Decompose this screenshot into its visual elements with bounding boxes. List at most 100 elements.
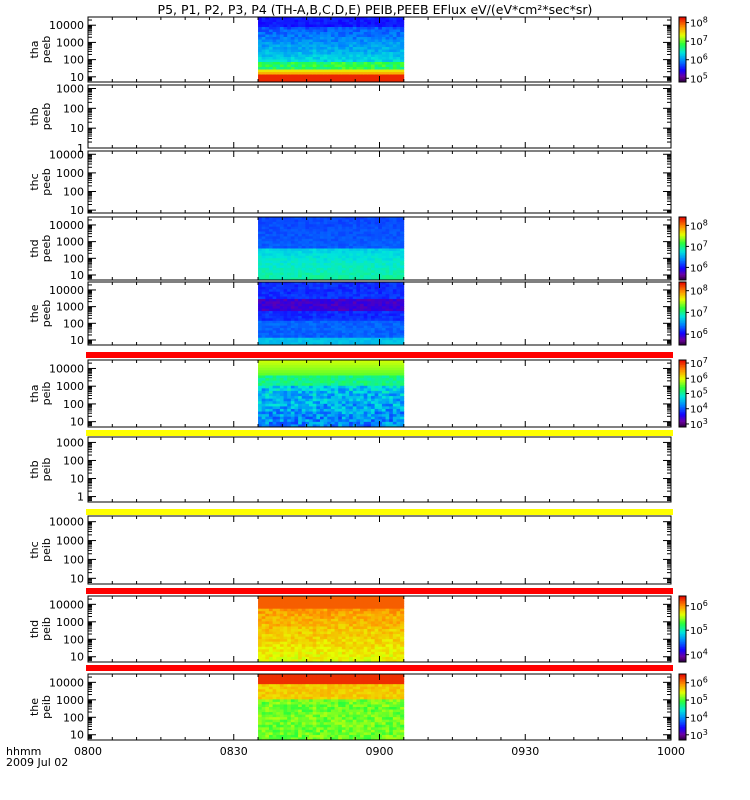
spectrogram-cell (309, 282, 314, 285)
spectrogram-cell (345, 255, 350, 259)
spectrogram-cell (363, 388, 368, 392)
spectrogram-cell (341, 298, 346, 302)
spectrogram-cell (345, 263, 350, 266)
spectrogram-cell (268, 217, 274, 220)
spectrogram-cell (385, 337, 390, 341)
spectrogram-cell (400, 52, 405, 55)
spectrogram-cell (330, 263, 335, 266)
spectrogram-cell (309, 367, 314, 371)
spectrogram-cell (319, 241, 325, 245)
spectrogram-cell (276, 79, 281, 83)
colorbar-cell (679, 223, 686, 226)
spectrogram-cell (323, 221, 328, 225)
colorbar-cell (679, 304, 686, 307)
spectrogram-cell (396, 360, 401, 363)
spectrogram-cell (287, 253, 292, 257)
spectrogram-cell (363, 37, 368, 40)
spectrogram-cell (319, 335, 325, 339)
spectrogram-cell (381, 286, 386, 290)
spectrogram-cell (327, 219, 332, 223)
spectrogram-cell (378, 57, 383, 60)
colorbar-cell (679, 56, 686, 59)
spectrogram-cell (349, 385, 354, 389)
spectrogram-cell (268, 406, 274, 410)
spectrogram-cell (371, 301, 376, 305)
colorbar-cell (679, 18, 686, 21)
spectrogram-cell (294, 385, 299, 389)
spectrogram-cell (319, 226, 325, 230)
spectrogram-cell (396, 296, 401, 300)
spectrogram-cell (349, 253, 354, 257)
spectrogram-cell (352, 328, 357, 331)
spectrogram-cell (305, 231, 310, 235)
spectrogram-cell (319, 340, 325, 343)
spectrogram-cell (327, 69, 332, 73)
spectrogram-cell (356, 54, 361, 58)
spectrogram-cell (261, 77, 266, 80)
spectrogram-cell (265, 296, 270, 300)
spectrogram-cell (316, 64, 321, 68)
spectrogram-cell (349, 424, 354, 428)
spectrogram-cell (356, 52, 361, 55)
spectrogram-cell (301, 406, 306, 410)
spectrogram-cell (381, 301, 386, 305)
spectrogram-cell (298, 229, 303, 232)
spectrogram-cell (396, 72, 401, 75)
spectrogram-cell (381, 255, 386, 259)
spectrogram-cell (360, 54, 365, 58)
spectrogram-cell (349, 52, 354, 55)
spectrogram-cell (334, 265, 339, 269)
spectrogram-cell (400, 69, 405, 73)
spectrogram-cell (279, 390, 284, 394)
spectrogram-cell (374, 398, 379, 402)
spectrogram-cell (341, 57, 346, 60)
spectrogram-cell (298, 396, 303, 400)
spectrogram-cell (298, 362, 303, 366)
spectrogram-cell (279, 375, 284, 379)
spectrogram-cell (279, 233, 284, 237)
spectrogram-cell (268, 315, 274, 319)
colorbar-cell (679, 239, 686, 242)
spectrogram-cell (360, 39, 365, 43)
spectrogram-cell (334, 236, 339, 240)
spectrogram-cell (316, 246, 321, 249)
spectrogram-cell (323, 34, 328, 38)
spectrogram-cell (279, 362, 284, 366)
spectrogram-cell (356, 241, 361, 245)
spectrogram-cell (356, 330, 361, 334)
spectrogram-cell (316, 284, 321, 288)
spectrogram-cell (334, 294, 339, 297)
spectrogram-cell (330, 79, 335, 83)
spectrogram-cell (345, 224, 350, 228)
spectrogram-cell (349, 231, 354, 235)
spectrogram-cell (338, 64, 343, 68)
spectrogram-cell (338, 340, 343, 343)
spectrogram-cell (305, 47, 310, 50)
spectrogram-cell (276, 253, 281, 257)
colorbar-cell (679, 33, 686, 36)
spectrogram-cell (341, 401, 346, 405)
spectrogram-cell (371, 414, 376, 418)
spectrogram-cell (312, 79, 317, 83)
spectrogram-cell (338, 311, 343, 314)
spectrogram-cell (290, 332, 295, 336)
spectrogram-cell (294, 47, 299, 50)
spectrogram-cell (334, 258, 339, 262)
spectrogram-cell (258, 263, 263, 266)
spectrogram-cell (312, 380, 317, 384)
spectrogram-cell (312, 275, 317, 278)
spectrogram-cell (349, 393, 354, 397)
spectrogram-cell (392, 54, 397, 58)
spectrogram-cell (316, 217, 321, 220)
spectrogram-cell (341, 221, 346, 225)
spectrogram-cell (276, 74, 281, 78)
spectrogram-cell (385, 277, 390, 281)
spectrogram-cell (279, 289, 284, 293)
spectrogram-cell (360, 77, 365, 80)
spectrogram-cell (356, 258, 361, 262)
spectrogram-cell (330, 267, 335, 271)
spectrogram-cell (334, 323, 339, 327)
spectrogram-cell (381, 19, 386, 23)
spectrogram-cell (327, 231, 332, 235)
spectrogram-cell (349, 406, 354, 410)
